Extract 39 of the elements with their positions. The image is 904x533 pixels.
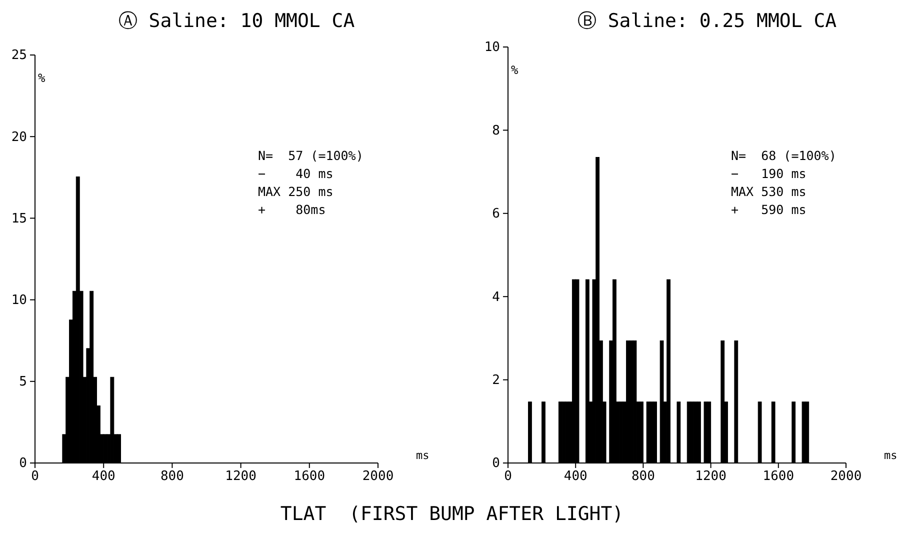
y-axis-title: % — [511, 63, 519, 77]
y-axis-title: % — [38, 71, 46, 85]
x-tick-label: 0 — [504, 469, 512, 484]
chart-title: Ⓐ Saline: 10 MMOL CA — [118, 10, 356, 32]
annotation: N= 57 (=100%) — [258, 148, 364, 163]
x-tick-label: 2000 — [362, 469, 394, 484]
annotation: + 80ms — [258, 202, 326, 217]
annotation: MAX 250 ms — [258, 184, 334, 199]
text: TLAT (FIRST BUMP AFTER LIGHT) — [280, 503, 624, 525]
annotation: MAX 530 ms — [731, 184, 806, 199]
y-tick-label: 20 — [11, 130, 27, 145]
x-tick-label: 1600 — [762, 469, 794, 484]
chart-title: Ⓑ Saline: 0.25 MMOL CA — [577, 10, 838, 32]
annotation: − 190 ms — [731, 166, 806, 181]
y-tick-label: 4 — [492, 290, 500, 305]
y-tick-label: 8 — [492, 123, 500, 138]
y-tick-label: 2 — [492, 372, 500, 388]
y-tick-label: 0 — [19, 456, 27, 472]
x-tick-label: 400 — [564, 469, 588, 484]
y-tick-label: 0 — [492, 456, 500, 472]
x-tick-label: 800 — [631, 469, 655, 484]
y-tick-label: 25 — [11, 48, 27, 64]
x-tick-label: 400 — [92, 469, 116, 484]
y-tick-label: 10 — [484, 40, 500, 56]
x-tick-label: 1600 — [294, 469, 326, 484]
y-tick-label: 15 — [11, 211, 27, 226]
x-tick-label: 800 — [160, 469, 184, 484]
x-axis-title: ms — [416, 449, 430, 462]
x-tick-label: 1200 — [225, 469, 256, 484]
x-tick-label: 0 — [31, 469, 39, 484]
y-tick-label: 5 — [19, 374, 27, 390]
annotation: N= 68 (=100%) — [731, 148, 836, 163]
x-tick-label: 1200 — [695, 469, 726, 484]
annotation: − 40 ms — [258, 166, 334, 181]
x-tick-label: 2000 — [830, 469, 862, 484]
y-tick-label: 6 — [492, 206, 500, 222]
x-axis-title: ms — [884, 449, 898, 462]
annotation: + 590 ms — [731, 202, 806, 217]
y-tick-label: 10 — [11, 292, 27, 308]
